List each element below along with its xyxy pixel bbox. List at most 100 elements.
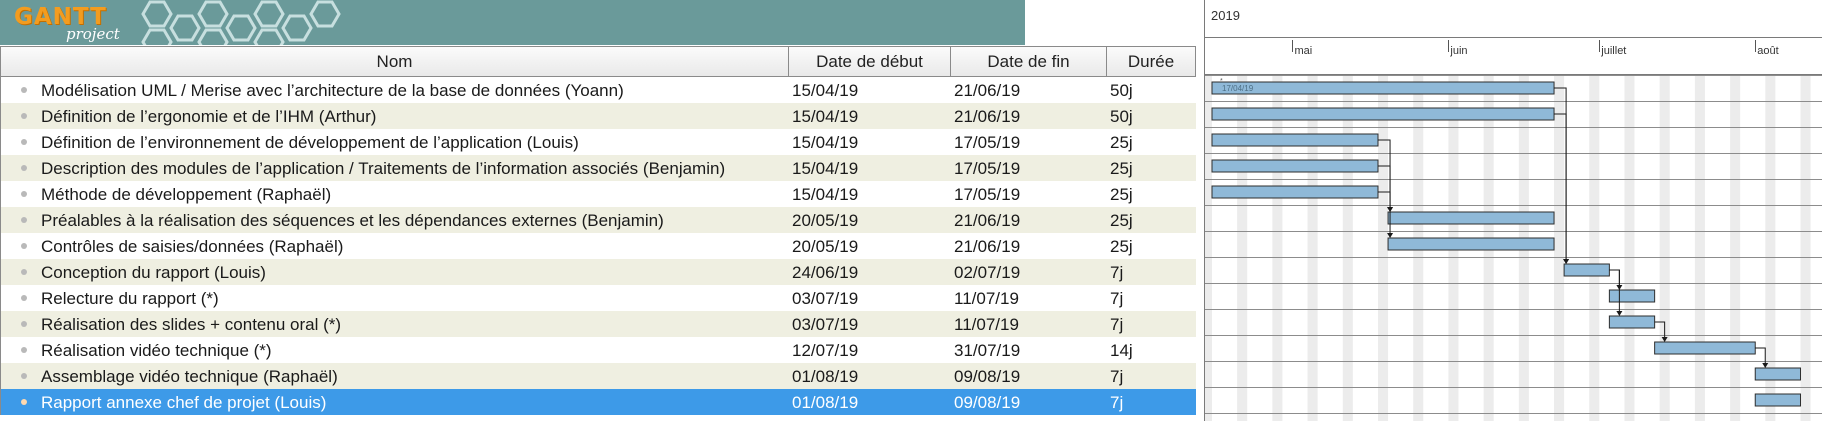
weekend-column (1624, 75, 1635, 421)
task-name-cell[interactable]: Préalables à la réalisation des séquence… (1, 207, 789, 233)
table-row[interactable]: Assemblage vidéo technique (Raphaël) 01/0… (1, 363, 1196, 389)
month-label: juillet (1601, 45, 1627, 57)
task-start-cell[interactable]: 20/05/19 (792, 237, 859, 256)
table-row[interactable]: Contrôles de saisies/données (Raphaël) 20… (1, 233, 1196, 259)
task-duration-cell[interactable]: 7j (1110, 393, 1124, 412)
task-end-cell[interactable]: 02/07/19 (954, 263, 1021, 282)
table-row[interactable]: Préalables à la réalisation des séquence… (1, 207, 1196, 233)
task-name-cell[interactable]: Réalisation des slides + contenu oral (*… (1, 311, 789, 337)
table-row[interactable]: Définition de l’ergonomie et de l’IHM (A… (1, 103, 1196, 129)
table-row[interactable]: Rapport annexe chef de projet (Louis) 01/… (1, 389, 1196, 415)
task-duration-cell[interactable]: 7j (1110, 367, 1124, 386)
column-header-end[interactable]: Date de fin (951, 47, 1107, 76)
task-bar[interactable] (1211, 159, 1379, 173)
task-end-cell[interactable]: 11/07/19 (954, 289, 1019, 308)
task-start-cell[interactable]: 15/04/19 (792, 81, 859, 100)
table-row[interactable]: Réalisation vidéo technique (*) 12/07/19 3… (1, 337, 1196, 363)
task-end-cell[interactable]: 21/06/19 (954, 107, 1021, 126)
task-duration-cell[interactable]: 25j (1110, 185, 1133, 204)
gantt-chart[interactable]: 2019 mai juin juillet août 17/04/19 * (1204, 0, 1822, 421)
task-bar[interactable] (1211, 133, 1379, 147)
task-name-cell[interactable]: Méthode de développement (Raphaël) (1, 181, 789, 207)
task-start-cell[interactable]: 01/08/19 (792, 367, 859, 386)
task-duration-cell[interactable]: 50j (1110, 107, 1133, 126)
table-row[interactable]: Relecture du rapport (*) 03/07/19 11/07/19… (1, 285, 1196, 311)
task-bar[interactable] (1654, 341, 1756, 355)
task-name: Description des modules de l’application… (41, 158, 726, 178)
task-start-cell[interactable]: 15/04/19 (792, 159, 859, 178)
task-end-cell[interactable]: 21/06/19 (954, 81, 1021, 100)
weekend-column (1237, 75, 1248, 421)
task-name-cell[interactable]: Définition de l’environnement de dévelop… (1, 129, 789, 155)
month-tick (1448, 40, 1450, 52)
task-duration-cell[interactable]: 25j (1110, 211, 1133, 230)
task-duration-cell[interactable]: 7j (1110, 263, 1124, 282)
task-duration-cell[interactable]: 14j (1110, 341, 1133, 360)
dependency-arrowhead (1616, 311, 1623, 316)
column-header-name[interactable]: Nom (1, 47, 789, 76)
table-row[interactable]: Méthode de développement (Raphaël) 15/04/… (1, 181, 1196, 207)
task-start-cell[interactable]: 15/04/19 (792, 107, 859, 126)
task-start-cell[interactable]: 15/04/19 (792, 185, 859, 204)
task-start-cell[interactable]: 01/08/19 (792, 393, 859, 412)
task-bar[interactable] (1387, 237, 1555, 251)
task-bullet-icon (21, 139, 27, 145)
table-row[interactable]: Modélisation UML / Merise avec l’archite… (1, 77, 1196, 103)
task-end-cell[interactable]: 09/08/19 (954, 367, 1021, 386)
task-name-cell[interactable]: Description des modules de l’application… (1, 155, 789, 181)
task-bullet-icon (21, 295, 27, 301)
gantt-canvas: 17/04/19* (1205, 75, 1822, 421)
task-name-cell[interactable]: Contrôles de saisies/données (Raphaël) (1, 233, 789, 259)
task-start-cell[interactable]: 15/04/19 (792, 133, 859, 152)
task-name-cell[interactable]: Assemblage vidéo technique (Raphaël) (1, 363, 789, 389)
task-duration-cell[interactable]: 7j (1110, 289, 1124, 308)
task-bar[interactable] (1608, 315, 1656, 329)
task-start-cell[interactable]: 12/07/19 (792, 341, 859, 360)
task-duration-cell[interactable]: 25j (1110, 237, 1133, 256)
column-header-start[interactable]: Date de début (789, 47, 951, 76)
task-name-cell[interactable]: Relecture du rapport (*) (1, 285, 789, 311)
task-end-cell[interactable]: 17/05/19 (954, 159, 1021, 178)
table-row[interactable]: Description des modules de l’application… (1, 155, 1196, 181)
dependency-line (1377, 191, 1391, 235)
task-end-cell[interactable]: 11/07/19 (954, 315, 1019, 334)
task-bar[interactable] (1211, 107, 1555, 121)
task-bar[interactable] (1211, 185, 1379, 199)
task-bullet-icon (21, 373, 27, 379)
dependency-line (1554, 113, 1567, 261)
task-bar[interactable] (1608, 289, 1656, 303)
task-name: Rapport annexe chef de projet (Louis) (41, 392, 327, 412)
task-duration-cell[interactable]: 7j (1110, 315, 1124, 334)
weekend-column (1730, 75, 1741, 421)
task-name-cell[interactable]: Modélisation UML / Merise avec l’archite… (1, 77, 789, 103)
task-bar[interactable] (1211, 81, 1555, 95)
task-start-cell[interactable]: 20/05/19 (792, 211, 859, 230)
task-end-cell[interactable]: 31/07/19 (954, 341, 1021, 360)
task-start-cell[interactable]: 03/07/19 (792, 289, 859, 308)
task-end-cell[interactable]: 09/08/19 (954, 393, 1021, 412)
task-bar[interactable] (1754, 393, 1802, 407)
task-bullet-icon (21, 87, 27, 93)
task-duration-cell[interactable]: 50j (1110, 81, 1133, 100)
task-name-cell[interactable]: Rapport annexe chef de projet (Louis) (1, 389, 789, 415)
task-end-cell[interactable]: 21/06/19 (954, 237, 1021, 256)
task-duration-cell[interactable]: 25j (1110, 159, 1133, 178)
task-duration-cell[interactable]: 25j (1110, 133, 1133, 152)
task-end-cell[interactable]: 17/05/19 (954, 185, 1021, 204)
task-start-cell[interactable]: 03/07/19 (792, 315, 859, 334)
task-bar[interactable] (1563, 263, 1610, 277)
table-row[interactable]: Définition de l’environnement de dévelop… (1, 129, 1196, 155)
task-bar[interactable] (1754, 367, 1802, 381)
task-name-cell[interactable]: Définition de l’ergonomie et de l’IHM (A… (1, 103, 789, 129)
weekend-column (1272, 75, 1283, 421)
dependency-arrowhead (1762, 363, 1769, 368)
task-end-cell[interactable]: 21/06/19 (954, 211, 1021, 230)
task-name-cell[interactable]: Conception du rapport (Louis) (1, 259, 789, 285)
task-bar[interactable] (1387, 211, 1555, 225)
task-end-cell[interactable]: 17/05/19 (954, 133, 1021, 152)
task-start-cell[interactable]: 24/06/19 (792, 263, 859, 282)
table-row[interactable]: Réalisation des slides + contenu oral (*… (1, 311, 1196, 337)
task-name-cell[interactable]: Réalisation vidéo technique (*) (1, 337, 789, 363)
column-header-duration[interactable]: Durée (1107, 47, 1196, 76)
table-row[interactable]: Conception du rapport (Louis) 24/06/19 02/… (1, 259, 1196, 285)
